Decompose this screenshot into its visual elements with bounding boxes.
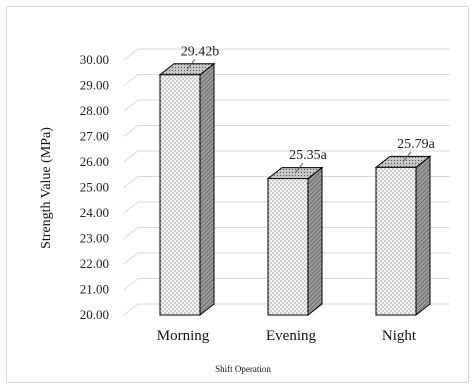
- x-category-label: Evening: [266, 328, 316, 344]
- y-tick-label: 27.00: [80, 129, 109, 144]
- bar-front: [159, 74, 201, 316]
- y-tick-label: 22.00: [80, 256, 109, 271]
- gridline: [123, 252, 450, 265]
- y-tick-label: 24.00: [80, 205, 109, 220]
- x-axis-title: Shift Operation: [215, 364, 271, 374]
- x-category-label: Morning: [157, 328, 210, 344]
- gridline: [123, 99, 450, 112]
- bar-side: [415, 155, 431, 317]
- gridline: [123, 227, 450, 239]
- y-axis-title: Strength Value (MPa): [39, 127, 54, 249]
- x-axis-categories: Morning Evening Night: [157, 328, 417, 344]
- y-tick-label: 28.00: [80, 103, 109, 118]
- bar-evening: [266, 166, 324, 317]
- bar-front: [375, 166, 417, 316]
- y-tick-label: 21.00: [80, 282, 109, 297]
- gridline: [123, 150, 450, 163]
- gridline: [123, 201, 450, 214]
- x-category-label: Night: [382, 328, 417, 344]
- bar-morning: [158, 62, 216, 317]
- gridline: [123, 176, 450, 188]
- data-label: 25.79a: [397, 137, 436, 152]
- gridline: [123, 278, 450, 290]
- bars: [158, 62, 432, 317]
- gridline: [123, 74, 450, 86]
- data-label-leader: [402, 151, 412, 163]
- y-tick-label: 25.00: [80, 180, 109, 195]
- gridlines: [123, 48, 450, 316]
- gridline: [123, 48, 450, 61]
- data-label: 29.42b: [181, 44, 220, 59]
- y-tick-label: 29.00: [80, 78, 109, 93]
- y-tick-label: 30.00: [80, 52, 109, 67]
- bar-night: [374, 155, 432, 317]
- data-label-leader: [294, 162, 304, 174]
- y-tick-label: 20.00: [80, 307, 109, 322]
- data-label: 25.35a: [289, 148, 328, 163]
- y-tick-label: 26.00: [80, 154, 109, 169]
- gridline: [123, 125, 450, 137]
- y-tick-label: 23.00: [80, 231, 109, 246]
- gridline: [123, 303, 450, 316]
- bar-side: [307, 166, 323, 317]
- data-label-leader: [186, 58, 196, 70]
- y-axis-ticks: 20.00 21.00 22.00 23.00 24.00 25.00 26.00 27.00…: [80, 52, 109, 322]
- bar-side: [199, 62, 215, 317]
- bar-front: [267, 178, 309, 316]
- data-labels: 29.42b 25.35a 25.79a: [181, 44, 436, 174]
